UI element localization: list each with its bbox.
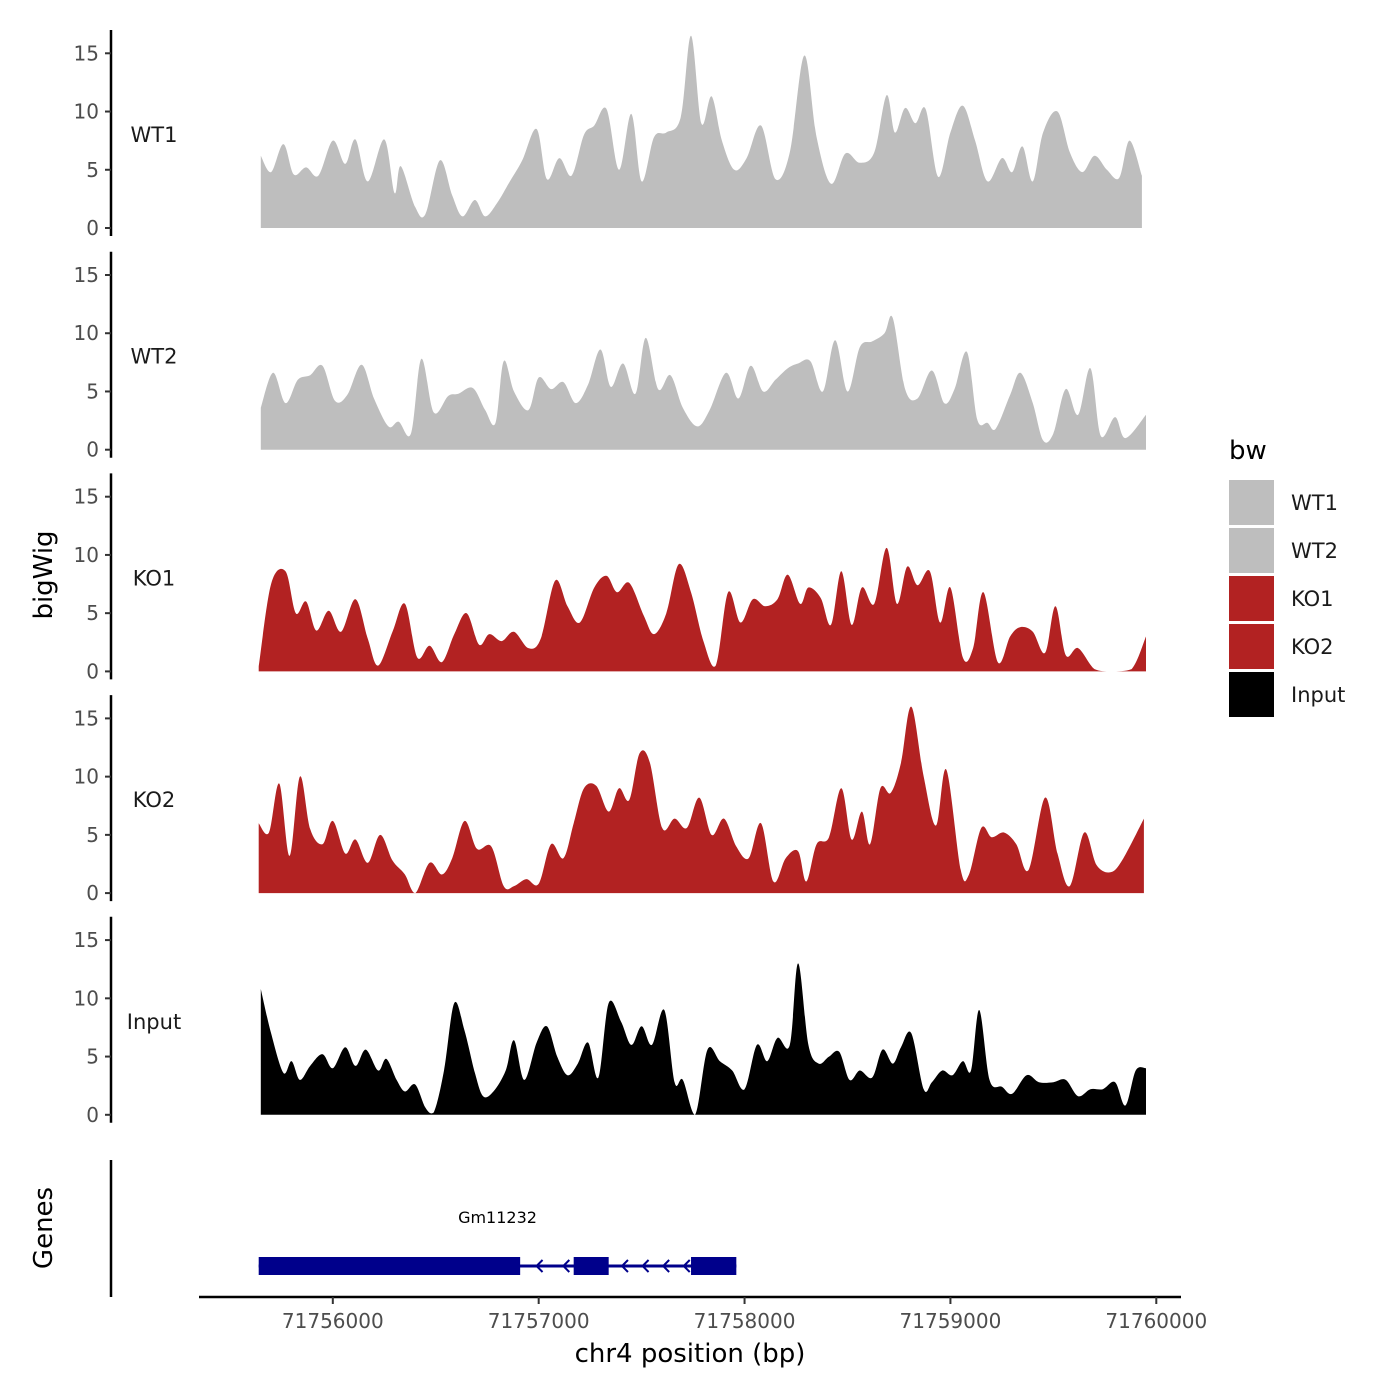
signal-area-ko2	[258, 706, 1144, 894]
y-tick-label: 0	[86, 1103, 99, 1127]
x-tick-label: 71757000	[488, 1309, 590, 1333]
legend-label: KO1	[1291, 587, 1334, 611]
legend-title: bw	[1229, 436, 1267, 466]
y-tick-label: 15	[74, 485, 99, 509]
track-wt1: 0 5 10 15 WT1	[74, 30, 1142, 240]
genes-axis-title: Genes	[29, 1187, 59, 1269]
y-tick-label: 0	[86, 216, 99, 240]
y-tick-label: 5	[86, 601, 99, 625]
genes-panel: Genes Gm11232	[29, 1160, 737, 1297]
x-axis-title: chr4 position (bp)	[575, 1339, 806, 1369]
strand-arrow	[561, 1259, 571, 1273]
y-tick-label: 15	[74, 706, 99, 730]
y-tick-label: 5	[86, 379, 99, 403]
y-axis-title: bigWig	[29, 530, 59, 619]
gene-models: Gm11232	[258, 1208, 737, 1275]
y-tick-label: 10	[74, 986, 99, 1010]
y-tick-label: 0	[86, 881, 99, 905]
legend-key-wt2	[1229, 528, 1274, 573]
signal-tracks: 0 5 10 15 WT1 0 5 10 15 WT2 0 5 10 15 KO1 0 5 10 15 KO2 0 5 10…	[74, 30, 1146, 1127]
y-tick-label: 15	[74, 41, 99, 65]
track-label: Input	[127, 1010, 181, 1034]
y-tick-label: 15	[74, 263, 99, 287]
gene-exon	[258, 1257, 521, 1275]
y-tick-label: 10	[74, 321, 99, 345]
x-tick-label: 71759000	[900, 1309, 1002, 1333]
legend-label: WT1	[1291, 491, 1338, 515]
signal-area-wt1	[260, 35, 1142, 228]
track-ko1: 0 5 10 15 KO1	[74, 473, 1146, 683]
track-label: KO2	[133, 788, 176, 812]
x-axis: 71756000 71757000 71758000 71759000 71760000	[199, 1295, 1207, 1333]
gene-exon	[573, 1257, 609, 1275]
gene-name: Gm11232	[458, 1208, 537, 1227]
x-tick-label: 71760000	[1105, 1309, 1207, 1333]
track-label: WT1	[131, 123, 178, 147]
y-tick-label: 10	[74, 100, 99, 124]
legend-key-input	[1229, 672, 1274, 717]
legend-key-ko1	[1229, 576, 1274, 621]
y-tick-label: 5	[86, 158, 99, 182]
signal-area-wt2	[260, 315, 1146, 450]
signal-area-input	[260, 963, 1146, 1115]
legend-key-wt1	[1229, 480, 1274, 525]
y-tick-label: 10	[74, 543, 99, 567]
track-label: WT2	[131, 345, 178, 369]
track-wt2: 0 5 10 15 WT2	[74, 251, 1146, 462]
y-tick-label: 10	[74, 765, 99, 789]
track-input: 0 5 10 15 Input	[74, 916, 1146, 1127]
y-tick-label: 5	[86, 1045, 99, 1069]
signal-area-ko1	[258, 547, 1146, 672]
legend-label: WT2	[1291, 539, 1338, 563]
track-label: KO1	[133, 566, 176, 590]
y-tick-label: 5	[86, 823, 99, 847]
strand-arrow	[620, 1259, 629, 1273]
legend-key-ko2	[1229, 624, 1274, 669]
x-tick-label: 71758000	[694, 1309, 796, 1333]
x-tick-label: 71756000	[282, 1309, 384, 1333]
legend: bw WT1 WT2 KO1 KO2 Input	[1229, 436, 1345, 717]
y-tick-label: 0	[86, 438, 99, 462]
legend-label: Input	[1291, 683, 1345, 707]
strand-arrow	[682, 1259, 691, 1273]
track-ko2: 0 5 10 15 KO2	[74, 695, 1144, 905]
y-tick-label: 0	[86, 659, 99, 683]
legend-label: KO2	[1291, 635, 1334, 659]
strand-arrow	[641, 1259, 650, 1273]
gene-exon	[691, 1257, 737, 1275]
y-tick-label: 15	[74, 928, 99, 952]
strand-arrow	[661, 1259, 670, 1273]
strand-arrow	[535, 1259, 544, 1273]
gene-gm11232: Gm11232	[258, 1208, 737, 1275]
